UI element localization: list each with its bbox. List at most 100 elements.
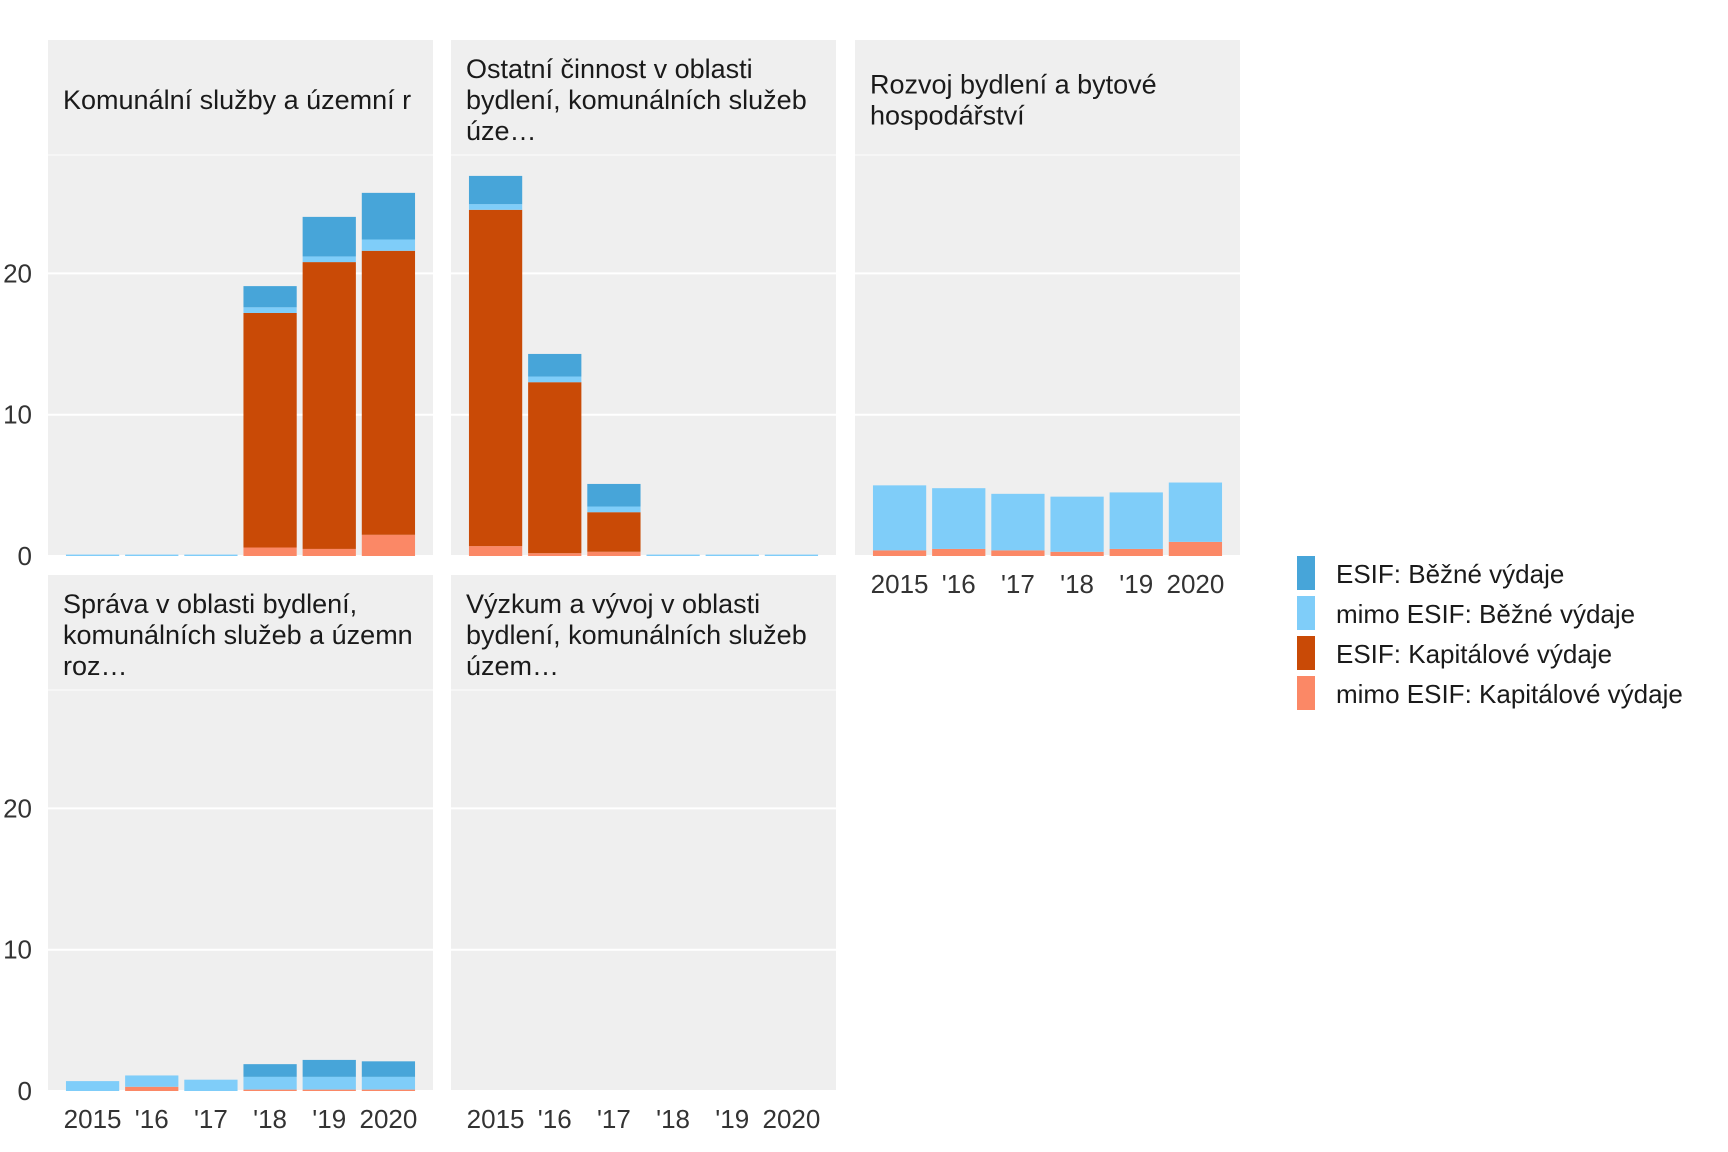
bar-segment xyxy=(528,382,582,554)
panel-title-group: Správa v oblasti bydlení,komunálních slu… xyxy=(63,589,413,681)
panel-title: Výzkum a vývoj v oblasti xyxy=(466,589,760,619)
bar-segment xyxy=(302,1076,356,1090)
bar-segment xyxy=(243,1064,297,1077)
panel-title: bydlení, komunálních služeb xyxy=(466,620,807,650)
bar-segment xyxy=(528,376,582,383)
bar-segment xyxy=(587,551,641,556)
bar-segment xyxy=(302,216,356,257)
panel-background xyxy=(451,575,836,1091)
bar-segment xyxy=(65,1081,120,1091)
legend-swatch xyxy=(1297,676,1315,710)
bar-segment xyxy=(243,1076,297,1090)
panel-title: komunálních služeb a územn xyxy=(63,620,413,650)
panel-title: Rozvoj bydlení a bytové xyxy=(870,70,1157,100)
panel-title: hospodářství xyxy=(870,101,1025,131)
bar-segment xyxy=(302,548,356,556)
bar-segment xyxy=(1050,551,1104,556)
legend-label: ESIF: Běžné výdaje xyxy=(1336,559,1564,589)
panel-title: bydlení, komunálních služeb xyxy=(466,85,807,115)
bar-segment xyxy=(468,175,523,205)
bar-segment xyxy=(361,534,416,556)
panel-title: územ… xyxy=(466,651,559,681)
x-tick-label: '17 xyxy=(1001,569,1035,599)
panel-title: roz… xyxy=(63,651,128,681)
x-tick-label: '18 xyxy=(253,1104,287,1134)
x-tick-label: '17 xyxy=(597,1104,631,1134)
legend-swatch xyxy=(1297,556,1315,590)
x-tick-label: 2015 xyxy=(64,1104,122,1134)
bar-segment xyxy=(302,1059,356,1077)
x-tick-label: '19 xyxy=(1119,569,1153,599)
bar-segment xyxy=(468,209,523,547)
bar-segment xyxy=(872,550,927,556)
bar-segment xyxy=(872,485,927,551)
bar-segment xyxy=(243,547,297,556)
x-tick-label: 2020 xyxy=(762,1104,820,1134)
bar-segment xyxy=(468,204,523,210)
bar-segment xyxy=(243,312,297,548)
bar-segment xyxy=(361,239,416,251)
bar-segment xyxy=(587,506,641,513)
x-tick-label: '16 xyxy=(135,1104,169,1134)
bar-segment xyxy=(243,286,297,308)
bar-segment xyxy=(705,554,759,556)
facet-panel: Komunální služby a územní r xyxy=(48,40,433,557)
bar-segment xyxy=(528,553,582,556)
bar-segment xyxy=(243,307,297,313)
legend: ESIF: Běžné výdaje mimo ESIF: Běžné výdaj… xyxy=(1297,556,1683,710)
bar-segment xyxy=(1109,492,1163,549)
bar-segment xyxy=(1050,496,1104,552)
bar-segment xyxy=(184,1079,238,1091)
bar-segment xyxy=(302,262,356,549)
x-tick-label: '18 xyxy=(656,1104,690,1134)
legend-swatch xyxy=(1297,636,1315,670)
bar-segment xyxy=(587,512,641,552)
x-tick-label: 2020 xyxy=(359,1104,417,1134)
bar-segment xyxy=(125,1075,179,1087)
bar-segment xyxy=(587,483,641,507)
bar-segment xyxy=(646,554,700,556)
legend-label: mimo ESIF: Kapitálové výdaje xyxy=(1336,679,1683,709)
y-tick-label: 20 xyxy=(3,793,32,823)
y-tick-label: 0 xyxy=(18,1076,32,1106)
facet-panel: Správa v oblasti bydlení,komunálních slu… xyxy=(48,575,433,1092)
bar-segment xyxy=(361,1076,416,1090)
bar-segment xyxy=(932,548,986,556)
bar-segment xyxy=(302,256,356,263)
bar-segment xyxy=(302,1089,356,1091)
bar-segment xyxy=(1168,482,1223,542)
bar-segment xyxy=(764,554,819,556)
legend-label: mimo ESIF: Běžné výdaje xyxy=(1336,599,1635,629)
bar-segment xyxy=(361,1089,416,1091)
x-tick-label: '19 xyxy=(715,1104,749,1134)
x-tick-label: '17 xyxy=(194,1104,228,1134)
panel-background xyxy=(855,40,1240,556)
legend-swatch xyxy=(1297,596,1315,630)
bar-segment xyxy=(361,250,416,535)
bar-segment xyxy=(1168,541,1223,556)
y-tick-label: 20 xyxy=(3,258,32,288)
panel-background xyxy=(48,575,433,1091)
bar-segment xyxy=(125,554,179,556)
x-tick-label: 2015 xyxy=(871,569,929,599)
panel-title: Komunální služby a územní r xyxy=(63,85,411,115)
x-tick-label: '16 xyxy=(538,1104,572,1134)
panel-title: Správa v oblasti bydlení, xyxy=(63,589,357,619)
x-tick-label: '18 xyxy=(1060,569,1094,599)
panel-title-group: Komunální služby a územní r xyxy=(63,85,411,115)
x-tick-label: 2020 xyxy=(1166,569,1224,599)
x-tick-label: '19 xyxy=(312,1104,346,1134)
y-tick-label: 0 xyxy=(18,541,32,571)
legend-label: ESIF: Kapitálové výdaje xyxy=(1336,639,1612,669)
bar-segment xyxy=(243,1089,297,1091)
y-tick-label: 10 xyxy=(3,935,32,965)
bar-segment xyxy=(991,493,1045,551)
bar-segment xyxy=(991,550,1045,556)
